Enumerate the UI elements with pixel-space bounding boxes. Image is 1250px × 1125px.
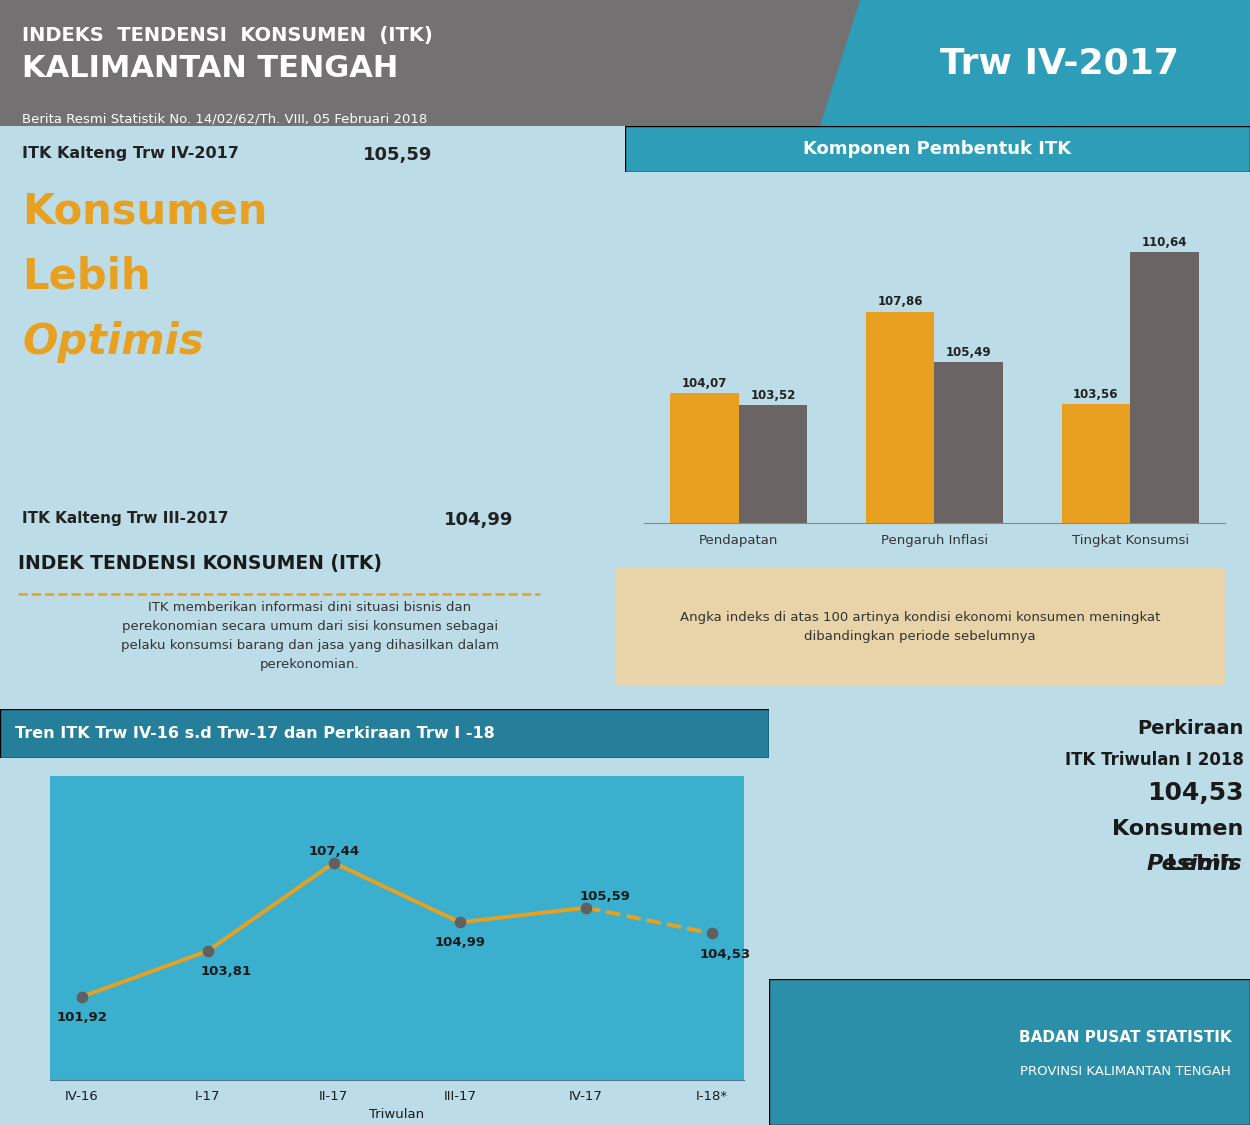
FancyBboxPatch shape [769,979,1250,1125]
Legend: Trw III-17, Trw IV-17: Trw III-17, Trw IV-17 [744,569,950,593]
FancyBboxPatch shape [615,568,1225,686]
Text: 105,59: 105,59 [362,146,432,164]
Point [324,854,344,872]
Point [71,988,91,1006]
Text: INDEK TENDENSI KONSUMEN (ITK): INDEK TENDENSI KONSUMEN (ITK) [18,554,382,573]
Text: 105,49: 105,49 [946,346,991,359]
Polygon shape [0,0,890,126]
Text: Lebih: Lebih [22,255,151,298]
Text: 104,99: 104,99 [435,936,485,950]
FancyBboxPatch shape [0,709,769,758]
Text: 104,99: 104,99 [444,511,514,529]
Text: ITK Triwulan I 2018: ITK Triwulan I 2018 [1065,750,1244,768]
Bar [866,312,935,523]
X-axis label: Triwulan: Triwulan [369,1108,425,1122]
Bar [739,405,808,523]
Text: PROVINSI KALIMANTAN TENGAH: PROVINSI KALIMANTAN TENGAH [1020,1065,1231,1078]
Text: 107,44: 107,44 [309,845,359,858]
Text: INDEKS  TENDENSI  KONSUMEN  (ITK): INDEKS TENDENSI KONSUMEN (ITK) [22,26,432,45]
Bar [1061,404,1130,523]
Point [198,942,217,960]
Polygon shape [820,0,1250,126]
Text: 103,52: 103,52 [750,388,795,402]
Bar [670,393,739,523]
Text: 104,53: 104,53 [1148,781,1244,804]
Text: Angka indeks di atas 100 artinya kondisi ekonomi konsumen meningkat
dibandingkan: Angka indeks di atas 100 artinya kondisi… [680,611,1160,642]
Text: 107,86: 107,86 [878,296,922,308]
Text: Berita Resmi Statistik No. 14/02/62/Th. VIII, 05 Februari 2018: Berita Resmi Statistik No. 14/02/62/Th. … [22,112,428,125]
Bar [1130,252,1199,523]
Text: Optimis: Optimis [22,321,204,363]
Text: ITK Kalteng Trw III-2017: ITK Kalteng Trw III-2017 [22,511,229,525]
FancyBboxPatch shape [625,126,1250,172]
Text: Lebih: Lebih [1168,854,1244,874]
Bar [935,362,1002,523]
Text: 104,53: 104,53 [699,947,750,961]
Point [450,914,470,932]
Text: Pesimis: Pesimis [1148,854,1242,874]
Text: 101,92: 101,92 [56,1011,108,1024]
Point [703,925,722,943]
Text: 105,59: 105,59 [580,890,630,903]
Text: Konsumen: Konsumen [1112,819,1244,839]
Point [576,899,596,917]
Text: Perkiraan: Perkiraan [1138,719,1244,738]
Text: Komponen Pembentuk ITK: Komponen Pembentuk ITK [804,140,1071,158]
Text: Trw IV-2017: Trw IV-2017 [940,46,1180,80]
Text: ITK memberikan informasi dini situasi bisnis dan
perekonomian secara umum dari s: ITK memberikan informasi dini situasi bi… [121,601,499,670]
Text: 103,81: 103,81 [201,965,252,978]
Text: BADAN PUSAT STATISTIK: BADAN PUSAT STATISTIK [1019,1029,1231,1045]
Text: 104,07: 104,07 [681,377,727,389]
Text: 110,64: 110,64 [1141,236,1188,249]
Text: ITK Kalteng Trw IV-2017: ITK Kalteng Trw IV-2017 [22,146,240,161]
Text: Tren ITK Trw IV-16 s.d Trw-17 dan Perkiraan Trw I -18: Tren ITK Trw IV-16 s.d Trw-17 dan Perkir… [15,726,495,741]
Text: KALIMANTAN TENGAH: KALIMANTAN TENGAH [22,54,399,83]
Text: Konsumen: Konsumen [22,191,268,233]
Text: 103,56: 103,56 [1072,388,1119,400]
